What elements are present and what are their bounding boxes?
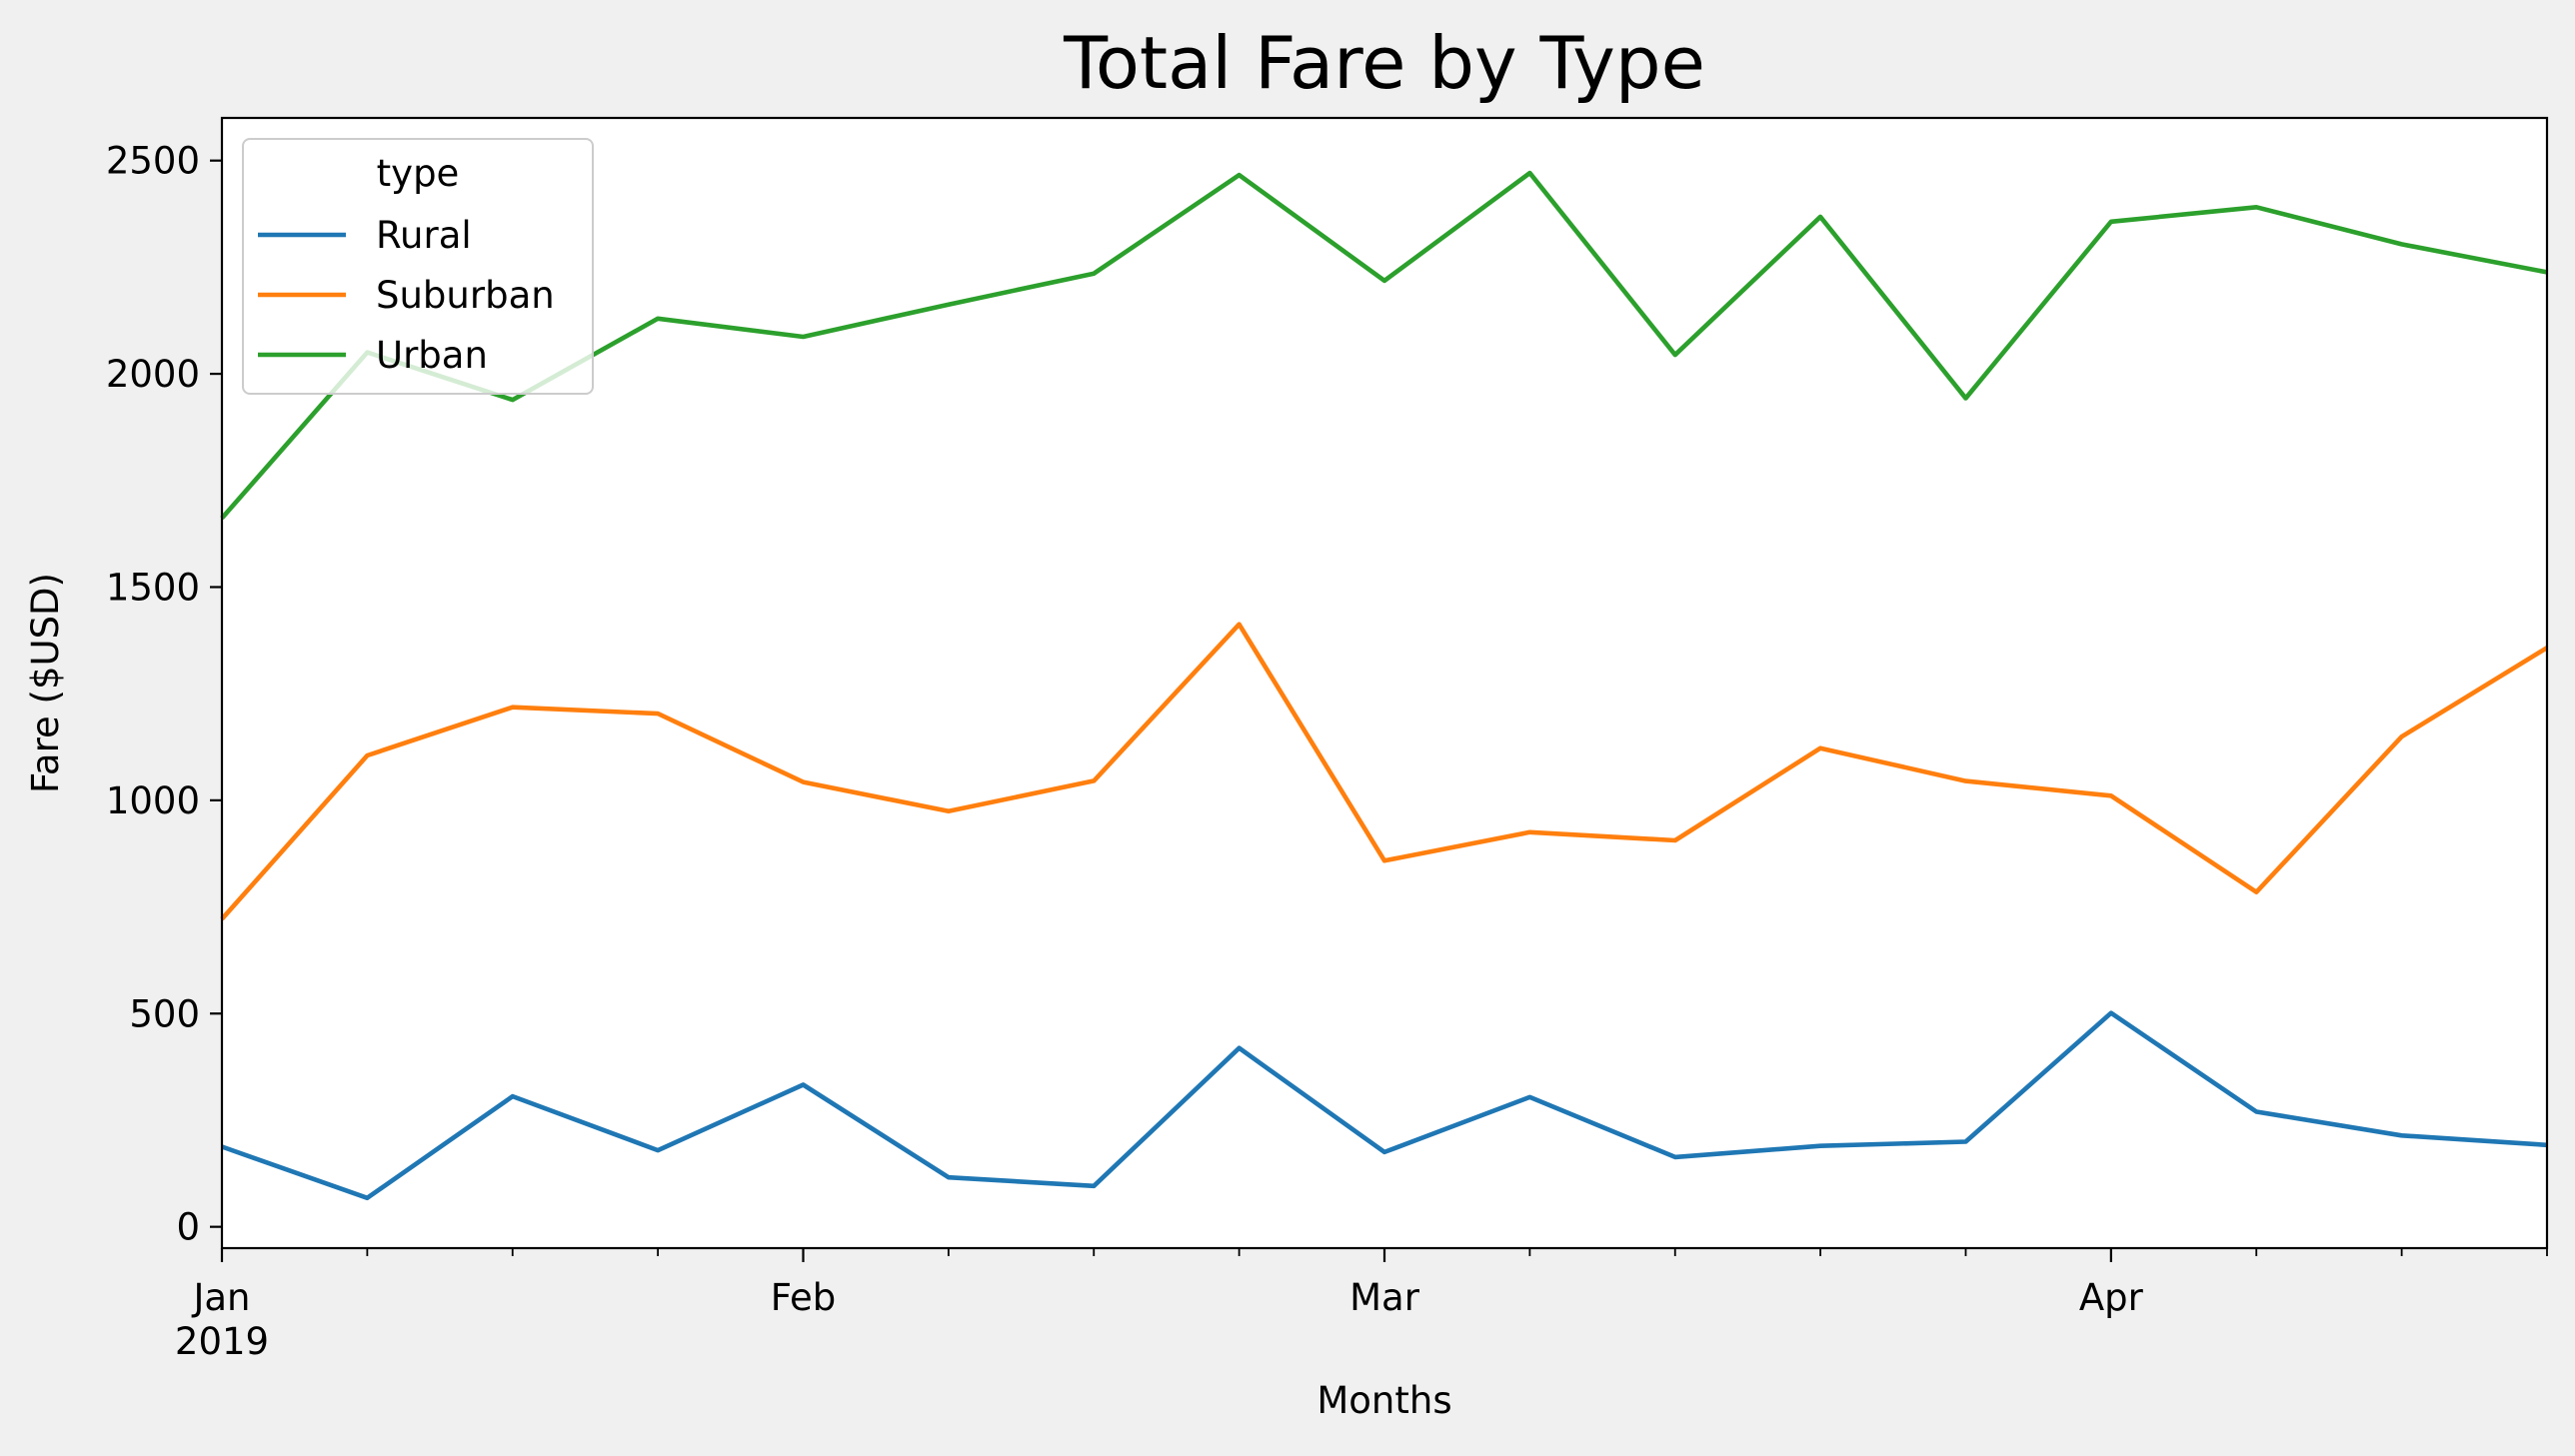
series-layer <box>220 170 2549 1201</box>
plot-area <box>222 118 2547 1248</box>
y-axis-label: Fare ($USD) <box>24 573 67 793</box>
legend-box <box>242 138 594 395</box>
x-tick-label: Jan <box>191 1276 250 1319</box>
y-tick-label: 0 <box>176 1206 200 1249</box>
legend: type Rural Suburban Urban <box>242 138 594 395</box>
series-line-suburban <box>220 622 2549 921</box>
legend-title: type <box>377 152 460 195</box>
legend-label-urban: Urban <box>376 334 488 377</box>
y-tick-label: 2000 <box>106 353 200 396</box>
x-tick-label: Feb <box>771 1276 837 1319</box>
y-tick-label: 1500 <box>106 566 200 609</box>
x-tick-label: Apr <box>2079 1276 2144 1319</box>
x-tick-label: Mar <box>1349 1276 1420 1319</box>
y-tick-label: 1000 <box>106 779 200 822</box>
y-tick-label: 2500 <box>106 140 200 183</box>
legend-label-suburban: Suburban <box>376 274 555 317</box>
x-tick-sublabel: 2019 <box>175 1320 269 1363</box>
legend-label-rural: Rural <box>376 214 472 257</box>
series-line-rural <box>221 1010 2548 1201</box>
series-line-urban <box>220 170 2548 521</box>
y-tick-label: 500 <box>129 992 200 1035</box>
x-axis-label: Months <box>1316 1379 1451 1422</box>
chart-title: Total Fare by Type <box>1063 21 1705 105</box>
